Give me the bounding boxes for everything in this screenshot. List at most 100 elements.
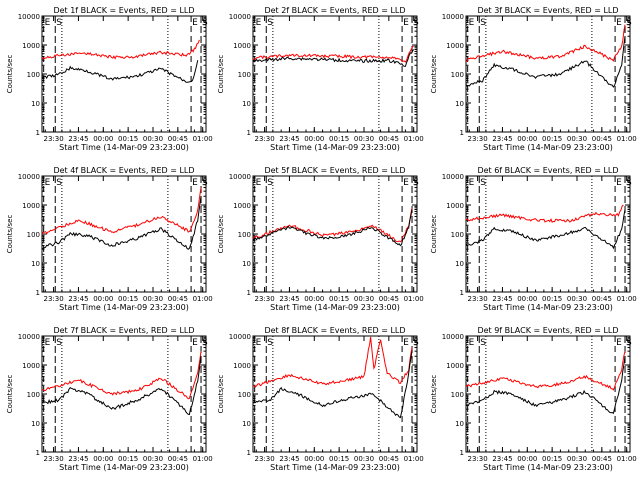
y-tick-label: 1 bbox=[460, 129, 464, 137]
x-tick-label: 23:30 bbox=[468, 135, 488, 143]
plot-frame bbox=[252, 335, 418, 453]
y-tick-label: 1000 bbox=[446, 202, 464, 210]
x-tick-label: 23:45 bbox=[279, 455, 299, 463]
plot-frame bbox=[41, 335, 207, 453]
x-tick-label: 00:45 bbox=[379, 455, 399, 463]
x-tick-label: 00:00 bbox=[517, 295, 537, 303]
marker-letter: E bbox=[192, 178, 198, 188]
y-axis-label: Counts/sec bbox=[217, 215, 225, 254]
x-tick-label: 23:30 bbox=[255, 135, 275, 143]
marker-letter: S bbox=[56, 18, 62, 28]
x-tick-label: 00:45 bbox=[592, 455, 612, 463]
series-line-black bbox=[41, 356, 202, 416]
series-line-red bbox=[41, 351, 202, 400]
chart-panel-4: Det 4f BLACK = Events, RED = LLD Counts/s… bbox=[6, 166, 213, 312]
x-tick-label: 23:30 bbox=[468, 455, 488, 463]
marker-letter: S bbox=[626, 338, 632, 348]
series-line-red bbox=[41, 39, 200, 60]
x-axis-label: Start Time (14-Mar-09 23:23:00) bbox=[59, 303, 189, 312]
x-tick-label: 23:30 bbox=[255, 455, 275, 463]
x-tick-label: 00:30 bbox=[567, 295, 587, 303]
marker-letter: S bbox=[267, 338, 273, 348]
x-axis-label: Start Time (14-Mar-09 23:23:00) bbox=[59, 463, 189, 472]
x-tick-label: 23:45 bbox=[279, 295, 299, 303]
x-tick-label: 01:00 bbox=[617, 295, 637, 303]
y-tick-label: 1 bbox=[247, 449, 251, 457]
marker-letter: S bbox=[480, 178, 486, 188]
chart-panel-3: Det 3f BLACK = Events, RED = LLD Counts/s… bbox=[430, 6, 637, 152]
marker-letter: E bbox=[403, 338, 409, 348]
marker-letter: S bbox=[267, 18, 273, 28]
x-tick-label: 23:45 bbox=[492, 295, 512, 303]
y-tick-label: 10000 bbox=[18, 13, 40, 21]
marker-letter: S bbox=[413, 178, 419, 188]
series-line-black bbox=[465, 36, 626, 88]
y-tick-label: 100 bbox=[238, 71, 251, 79]
x-tick-label: 00:30 bbox=[143, 455, 163, 463]
marker-letter: E bbox=[45, 18, 51, 28]
y-tick-label: 1 bbox=[460, 449, 464, 457]
y-tick-label: 10000 bbox=[18, 333, 40, 341]
marker-letter: E bbox=[616, 178, 622, 188]
marker-letter: E bbox=[45, 338, 51, 348]
plot-frame bbox=[41, 175, 207, 293]
y-tick-label: 10 bbox=[242, 420, 251, 428]
x-axis-label: Start Time (14-Mar-09 23:23:00) bbox=[270, 303, 400, 312]
y-tick-label: 100 bbox=[238, 231, 251, 239]
y-tick-label: 10 bbox=[242, 260, 251, 268]
x-axis-label: Start Time (14-Mar-09 23:23:00) bbox=[483, 143, 613, 152]
x-tick-label: 00:15 bbox=[542, 135, 562, 143]
marker-letter: E bbox=[45, 178, 51, 188]
y-tick-label: 1 bbox=[460, 289, 464, 297]
chart-title: Det 5f BLACK = Events, RED = LLD bbox=[264, 166, 405, 175]
series-line-red bbox=[465, 204, 624, 223]
y-tick-label: 1000 bbox=[22, 362, 40, 370]
x-tick-label: 01:00 bbox=[404, 135, 424, 143]
series-line-black bbox=[252, 209, 413, 247]
marker-letter: S bbox=[480, 338, 486, 348]
series-line-red bbox=[465, 351, 626, 391]
series-line-red bbox=[252, 45, 414, 63]
x-tick-label: 00:00 bbox=[517, 135, 537, 143]
x-tick-label: 00:45 bbox=[592, 295, 612, 303]
x-tick-label: 00:00 bbox=[93, 135, 113, 143]
chart-title: Det 6f BLACK = Events, RED = LLD bbox=[477, 166, 618, 175]
y-tick-label: 100 bbox=[451, 231, 464, 239]
x-tick-label: 23:45 bbox=[279, 135, 299, 143]
x-tick-label: 00:30 bbox=[567, 455, 587, 463]
y-tick-label: 1000 bbox=[233, 202, 251, 210]
marker-letter: E bbox=[256, 338, 262, 348]
x-tick-label: 23:30 bbox=[468, 295, 488, 303]
series-line-black bbox=[465, 209, 626, 250]
x-tick-label: 23:45 bbox=[68, 135, 88, 143]
y-tick-label: 1000 bbox=[446, 42, 464, 50]
x-axis-label: Start Time (14-Mar-09 23:23:00) bbox=[483, 463, 613, 472]
y-tick-label: 1000 bbox=[233, 42, 251, 50]
x-tick-label: 00:30 bbox=[354, 135, 374, 143]
chart-panel-8: Det 8f BLACK = Events, RED = LLD Counts/s… bbox=[217, 326, 424, 472]
x-tick-label: 00:15 bbox=[118, 135, 138, 143]
marker-letter: E bbox=[403, 178, 409, 188]
x-tick-label: 00:30 bbox=[143, 295, 163, 303]
x-tick-label: 00:15 bbox=[118, 295, 138, 303]
x-axis-label: Start Time (14-Mar-09 23:23:00) bbox=[270, 463, 400, 472]
y-tick-label: 1 bbox=[247, 129, 251, 137]
chart-title: Det 8f BLACK = Events, RED = LLD bbox=[264, 326, 405, 335]
x-tick-label: 01:00 bbox=[193, 295, 213, 303]
y-tick-label: 10 bbox=[455, 260, 464, 268]
marker-letter: S bbox=[267, 178, 273, 188]
y-tick-label: 1000 bbox=[233, 362, 251, 370]
y-tick-label: 100 bbox=[27, 71, 40, 79]
marker-letter: E bbox=[256, 18, 262, 28]
x-tick-label: 01:00 bbox=[193, 455, 213, 463]
chart-title: Det 2f BLACK = Events, RED = LLD bbox=[264, 6, 405, 15]
y-axis-label: Counts/sec bbox=[6, 215, 14, 254]
x-tick-label: 00:45 bbox=[592, 135, 612, 143]
y-tick-label: 10 bbox=[455, 420, 464, 428]
y-tick-label: 10 bbox=[242, 100, 251, 108]
y-tick-label: 10000 bbox=[442, 173, 464, 181]
x-axis-label: Start Time (14-Mar-09 23:23:00) bbox=[270, 143, 400, 152]
y-tick-label: 100 bbox=[27, 231, 40, 239]
y-tick-label: 10000 bbox=[442, 333, 464, 341]
chart-panel-6: Det 6f BLACK = Events, RED = LLD Counts/s… bbox=[430, 166, 637, 312]
